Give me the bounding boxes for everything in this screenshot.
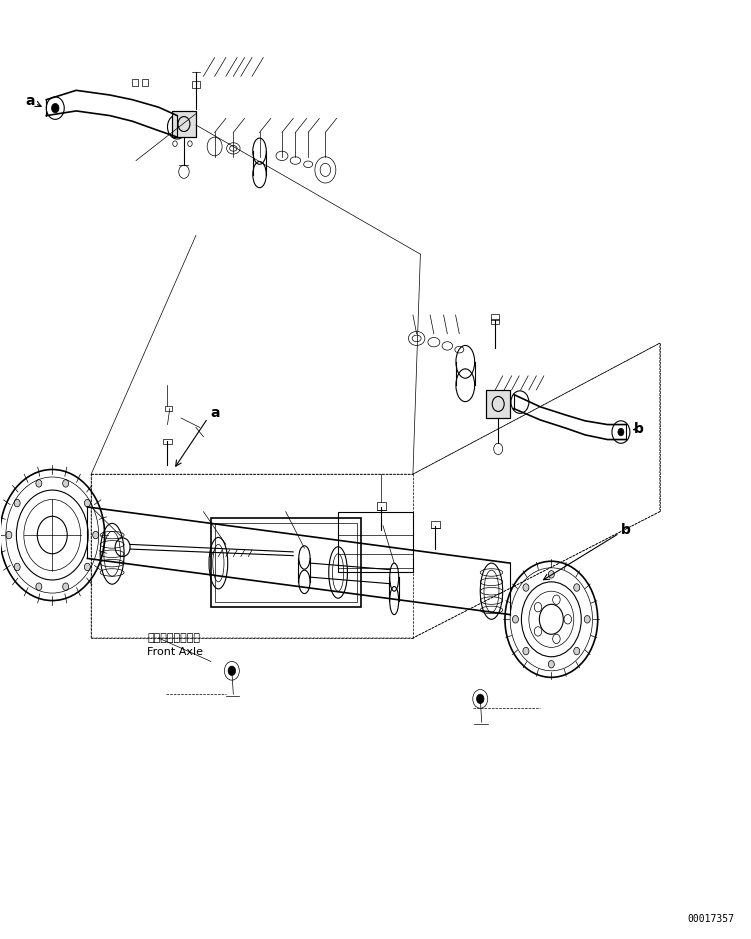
Circle shape	[92, 531, 98, 539]
Bar	[486, 390, 510, 418]
Circle shape	[584, 616, 590, 623]
Bar	[163, 439, 172, 444]
Circle shape	[534, 626, 541, 636]
Text: a: a	[25, 94, 35, 108]
Circle shape	[84, 500, 90, 507]
Circle shape	[523, 584, 529, 592]
Circle shape	[512, 616, 518, 623]
Bar	[164, 406, 172, 411]
Bar	[142, 79, 148, 85]
Circle shape	[523, 647, 529, 654]
Bar	[192, 81, 200, 88]
Circle shape	[618, 428, 624, 436]
Bar	[491, 314, 499, 319]
Text: b: b	[621, 523, 631, 537]
Text: a: a	[210, 407, 219, 421]
Bar	[486, 390, 510, 418]
Bar	[491, 318, 499, 324]
Circle shape	[548, 571, 554, 578]
Text: Front Axle: Front Axle	[147, 647, 204, 657]
Circle shape	[534, 603, 541, 612]
Circle shape	[14, 500, 20, 507]
Circle shape	[548, 660, 554, 668]
Circle shape	[52, 103, 59, 113]
Circle shape	[84, 563, 90, 571]
Bar	[172, 111, 196, 137]
Text: b: b	[634, 423, 644, 437]
Bar	[338, 512, 413, 573]
Bar	[431, 521, 440, 529]
Bar	[132, 79, 138, 85]
Circle shape	[6, 531, 12, 539]
Text: 00017357: 00017357	[688, 914, 734, 924]
Circle shape	[228, 666, 236, 675]
Circle shape	[574, 647, 580, 654]
Circle shape	[574, 584, 580, 592]
Circle shape	[553, 595, 560, 605]
Circle shape	[14, 563, 20, 571]
Bar	[215, 523, 357, 603]
Circle shape	[62, 583, 68, 591]
Circle shape	[564, 615, 572, 624]
Circle shape	[553, 634, 560, 643]
Circle shape	[477, 694, 484, 703]
Circle shape	[62, 480, 68, 487]
Bar	[377, 502, 386, 510]
Bar	[172, 111, 196, 137]
Text: フロントアクスル: フロントアクスル	[147, 633, 201, 643]
Bar	[211, 518, 360, 608]
Circle shape	[36, 583, 42, 591]
Circle shape	[36, 480, 42, 487]
